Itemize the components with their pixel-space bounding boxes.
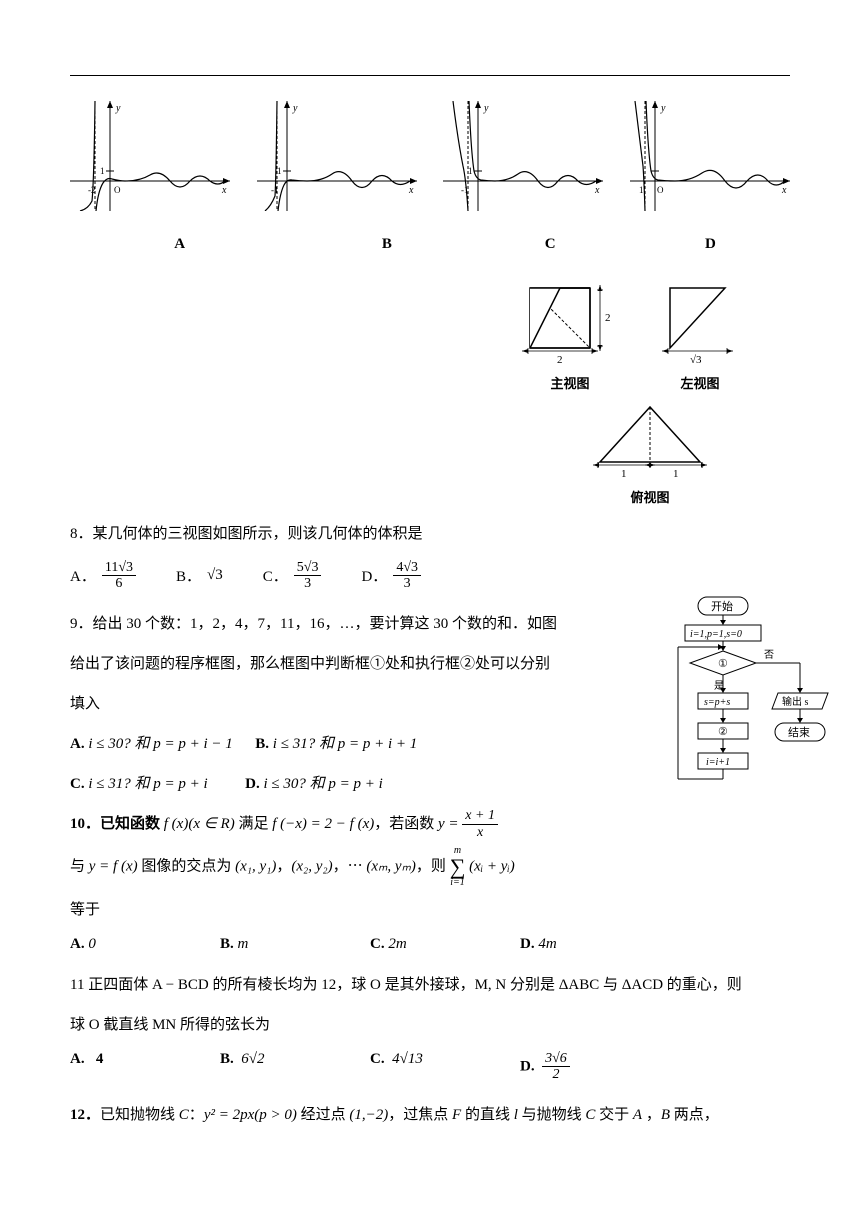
- svg-text:s=p+s: s=p+s: [704, 697, 730, 708]
- top-view-label: 俯视图: [585, 487, 715, 506]
- svg-text:y: y: [483, 103, 489, 114]
- q10-line1: 10．已知函数 f (x)(x ∈ R) 满足 f (−x) = 2 − f (…: [70, 806, 610, 842]
- label-c: C: [471, 236, 630, 253]
- svg-text:②: ②: [718, 726, 728, 738]
- svg-text:√3: √3: [690, 354, 702, 366]
- svg-text:-2: -2: [88, 185, 96, 195]
- q8-stem: 8．某几何体的三视图如图所示，则该几何体的体积是: [70, 516, 790, 552]
- svg-text:y: y: [292, 103, 298, 114]
- q8-opt-c: C． 5√33: [263, 560, 322, 592]
- top-rule: [70, 75, 790, 76]
- svg-text:x: x: [221, 185, 227, 196]
- svg-text:否: 否: [764, 649, 774, 661]
- q10-options: A. 0 B. m C. 2m D. 4m: [70, 936, 790, 953]
- graph-options-row: y x -2 O 1 y x -1 1: [70, 101, 790, 216]
- label-a: A: [100, 236, 259, 253]
- svg-text:①: ①: [718, 658, 728, 670]
- three-views: 2 2 主视图 √3: [70, 273, 790, 506]
- svg-text:1: 1: [468, 166, 473, 176]
- q10-line2: 与 y = f (x) 图像的交点为 (x₁, y₁)，(x₂, y₂)，⋯ (…: [70, 846, 610, 888]
- svg-text:输出 s: 输出 s: [782, 695, 809, 708]
- svg-text:结束: 结束: [788, 726, 810, 739]
- svg-text:O: O: [114, 185, 121, 195]
- q8-opt-a: A． 11√36: [70, 560, 136, 592]
- svg-text:y: y: [660, 103, 666, 114]
- q10-line3: 等于: [70, 892, 610, 928]
- graph-d-svg: y x 1 O: [630, 101, 790, 211]
- flowchart: 开始 i=1,p=1,s=0 ① 是 否 s=p+s ② i=i+1 输出 s: [670, 595, 800, 835]
- q12-text: 12．已知抛物线 C：y² = 2px(p > 0) 经过点 (1,−2)，过焦…: [70, 1097, 790, 1133]
- q11-options: A. 4 B. 6√2 C. 4√13 D. 3√62: [70, 1051, 790, 1083]
- graph-b-svg: y x -1 1: [257, 101, 417, 211]
- q8-opt-b: B． √3: [176, 565, 223, 586]
- graph-labels: A B C D: [70, 236, 790, 253]
- svg-text:1: 1: [639, 185, 644, 195]
- svg-text:1: 1: [100, 166, 105, 176]
- graph-a: y x -2 O 1: [70, 101, 230, 216]
- svg-text:x: x: [408, 185, 414, 196]
- graph-b: y x -1 1: [257, 101, 417, 216]
- side-view: √3 左视图: [650, 273, 750, 392]
- top-view: 1 1 俯视图: [585, 397, 715, 506]
- svg-text:-1: -1: [461, 185, 469, 195]
- svg-text:2: 2: [557, 354, 563, 366]
- svg-text:1: 1: [277, 166, 282, 176]
- label-d: D: [631, 236, 790, 253]
- label-b: B: [307, 236, 466, 253]
- svg-text:x: x: [781, 185, 787, 196]
- q8-options: A． 11√36 B． √3 C． 5√33 D． 4√33: [70, 560, 790, 592]
- q11-line2: 球 O 截直线 MN 所得的弦长为: [70, 1007, 790, 1043]
- graph-d: y x 1 O: [630, 101, 790, 216]
- svg-text:1: 1: [621, 468, 627, 480]
- svg-text:1: 1: [673, 468, 679, 480]
- svg-text:x: x: [594, 185, 600, 196]
- svg-text:2: 2: [605, 312, 611, 324]
- front-view: 2 2 主视图: [510, 273, 630, 392]
- side-view-label: 左视图: [650, 373, 750, 392]
- graph-c-svg: y x -1 1: [443, 101, 603, 211]
- fc-start: 开始: [711, 599, 733, 613]
- q8-opt-d: D． 4√33: [361, 560, 421, 592]
- q11-line1: 11 正四面体 A − BCD 的所有棱长均为 12，球 O 是其外接球，M, …: [70, 967, 790, 1003]
- svg-text:i=1,p=1,s=0: i=1,p=1,s=0: [690, 629, 742, 640]
- graph-c: y x -1 1: [443, 101, 603, 216]
- graph-a-svg: y x -2 O 1: [70, 101, 230, 211]
- svg-text:y: y: [115, 103, 121, 114]
- svg-text:O: O: [657, 185, 664, 195]
- front-view-label: 主视图: [510, 373, 630, 392]
- svg-text:i=i+1: i=i+1: [706, 757, 730, 768]
